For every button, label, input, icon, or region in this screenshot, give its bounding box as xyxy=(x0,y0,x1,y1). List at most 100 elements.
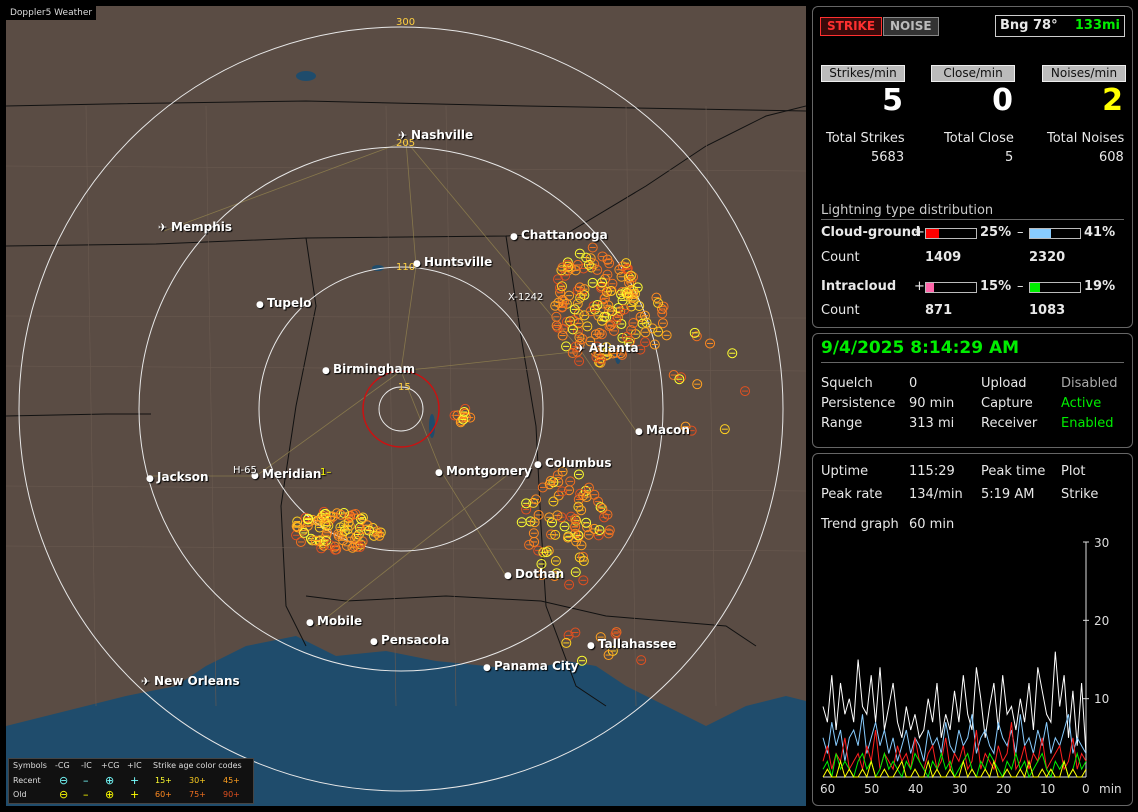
strike-marker xyxy=(583,259,594,270)
strike-marker xyxy=(628,295,639,306)
strike-marker xyxy=(574,282,585,293)
trend-value[interactable]: 60 min xyxy=(909,517,955,532)
strike-marker xyxy=(292,522,303,533)
strike-marker xyxy=(566,511,577,522)
strike-marker xyxy=(605,286,616,297)
city-name: Memphis xyxy=(171,220,233,234)
strike-marker xyxy=(596,281,607,292)
legend-col: +IC xyxy=(127,761,142,770)
strike-marker xyxy=(295,536,306,547)
strike-marker xyxy=(335,509,346,520)
strike-marker xyxy=(604,306,615,317)
receiver-value[interactable]: Enabled xyxy=(1061,416,1114,431)
strike-marker xyxy=(571,536,582,547)
strike-marker xyxy=(580,485,591,496)
radar-map[interactable]: Doppler5 Weather 300 205 110 15 ✈ Nashvi… xyxy=(6,6,806,806)
strike-marker xyxy=(576,540,587,551)
strikes-per-min: 5 xyxy=(882,83,903,118)
strike-indicator[interactable]: STRIKE xyxy=(820,17,883,36)
city-dot-icon: ● xyxy=(435,468,446,478)
dist-divider xyxy=(821,219,1124,220)
city-name: Macon xyxy=(646,423,690,437)
legend-symbols-title: Symbols xyxy=(13,761,47,770)
age-15: 15+ xyxy=(155,776,172,785)
strike-marker xyxy=(573,469,584,480)
strike-marker xyxy=(574,332,585,343)
total-strikes: 5683 xyxy=(871,150,905,165)
strike-marker xyxy=(573,530,584,541)
strike-marker xyxy=(354,542,365,553)
cg-plus: + xyxy=(914,225,925,240)
strike-marker xyxy=(626,276,637,287)
strike-marker xyxy=(596,354,607,365)
peak-time-label: Peak time xyxy=(981,464,1046,479)
airport-icon: ✈ xyxy=(576,342,590,355)
strike-marker xyxy=(564,290,575,301)
strike-marker xyxy=(574,356,585,367)
strike-marker xyxy=(458,414,469,425)
x-tick-50: 50 xyxy=(864,782,880,796)
noises-per-min-label[interactable]: Noises/min xyxy=(1042,65,1126,82)
city-label: ● Tupelo xyxy=(256,296,312,310)
strike-marker xyxy=(299,527,310,538)
strike-marker xyxy=(567,348,578,359)
strike-marker xyxy=(565,476,576,487)
trend-series-line xyxy=(822,722,1087,771)
noises-per-min: 2 xyxy=(1102,83,1123,118)
strike-marker xyxy=(544,512,555,523)
strike-marker xyxy=(583,529,594,540)
city-label: ● Macon xyxy=(635,423,690,437)
noise-indicator[interactable]: NOISE xyxy=(883,17,939,36)
strike-marker xyxy=(327,511,338,522)
strike-marker xyxy=(557,486,568,497)
close-range-ring xyxy=(362,370,440,448)
strike-marker xyxy=(351,531,362,542)
strike-marker xyxy=(456,416,467,427)
strike-marker xyxy=(329,541,340,552)
strike-marker xyxy=(587,242,598,253)
map-canvas[interactable] xyxy=(6,6,806,806)
strike-marker xyxy=(364,525,375,536)
cg-count-label: Count xyxy=(821,250,860,265)
strike-marker xyxy=(323,520,334,531)
strike-marker xyxy=(594,525,605,536)
close-per-min-label[interactable]: Close/min xyxy=(931,65,1015,82)
city-name: Pensacola xyxy=(381,633,450,647)
city-name: Columbus xyxy=(545,456,612,470)
bearing-value: Bng 78° xyxy=(1000,18,1058,33)
city-name: Panama City xyxy=(494,659,579,673)
pos-ic-recent-icon: + xyxy=(130,774,140,787)
strikes-per-min-label[interactable]: Strikes/min xyxy=(821,65,905,82)
plot-value[interactable]: Strike xyxy=(1061,487,1099,502)
strike-marker xyxy=(578,556,589,567)
uptime-label: Uptime xyxy=(821,464,869,479)
strike-marker xyxy=(333,531,344,542)
upload-value[interactable]: Disabled xyxy=(1061,376,1118,391)
city-name: Meridian xyxy=(262,467,322,481)
strike-marker xyxy=(521,498,532,509)
strike-marker xyxy=(548,496,559,507)
ic-pos-fill xyxy=(926,283,934,292)
trend-lines xyxy=(822,651,1087,779)
strike-marker xyxy=(572,346,583,357)
strike-marker xyxy=(459,406,470,417)
age-45: 45+ xyxy=(223,776,240,785)
range-value: 313 mi xyxy=(909,416,955,431)
strike-marker xyxy=(347,542,358,553)
strike-marker xyxy=(590,346,601,357)
strike-marker xyxy=(599,311,610,322)
airport-icon: ✈ xyxy=(141,675,155,688)
capture-value[interactable]: Active xyxy=(1061,396,1102,411)
range-label-300: 300 xyxy=(396,17,416,28)
strike-marker xyxy=(528,528,539,539)
strike-marker xyxy=(339,525,350,536)
strike-marker xyxy=(608,325,619,336)
strike-marker xyxy=(570,567,581,578)
strike-marker xyxy=(607,348,618,359)
strike-marker xyxy=(550,529,561,540)
storm-tag: 1– xyxy=(320,467,332,478)
strike-marker xyxy=(623,289,634,300)
strike-marker xyxy=(636,655,647,666)
plot-label: Plot xyxy=(1061,464,1086,479)
cg-neg-pct: 41% xyxy=(1084,225,1116,240)
